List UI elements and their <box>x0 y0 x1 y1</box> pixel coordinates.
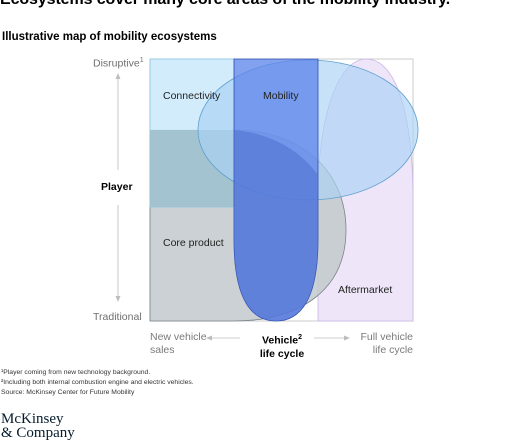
mobility-core-overlap <box>234 130 318 321</box>
headline: Ecosystems cover many core areas of the … <box>0 0 450 9</box>
x-axis-left-label: New vehicle sales <box>150 331 207 356</box>
subtitle: Illustrative map of mobility ecosystems <box>2 31 217 43</box>
x-axis-arrowhead-right <box>344 335 350 341</box>
footnote-2: ²Including both internal combustion engi… <box>1 379 194 386</box>
region-label-mobility: Mobility <box>263 90 299 102</box>
region-label-connectivity: Connectivity <box>163 90 221 102</box>
x-axis-right-label: Full vehicle life cycle <box>360 331 413 356</box>
y-axis-top-label: Disruptive1 <box>93 57 144 70</box>
x-axis-label: Vehicle2 life cycle <box>259 334 305 360</box>
region-label-aftermarket: Aftermarket <box>338 284 393 296</box>
y-axis-arrowhead-up <box>115 73 121 79</box>
y-axis-label: Player <box>101 181 133 193</box>
mckinsey-logo: McKinsey & Company <box>1 411 75 441</box>
y-axis-bottom-label: Traditional <box>93 311 142 323</box>
footnote-source: Source: McKinsey Center for Future Mobil… <box>1 389 135 396</box>
footnote-1: ¹Player coming from new technology backg… <box>1 369 151 376</box>
y-axis-arrowhead-down <box>115 296 121 302</box>
region-label-core-product: Core product <box>163 237 224 249</box>
footnotes: ¹Player coming from new technology backg… <box>1 368 194 398</box>
x-axis-arrowhead-left <box>206 335 212 341</box>
